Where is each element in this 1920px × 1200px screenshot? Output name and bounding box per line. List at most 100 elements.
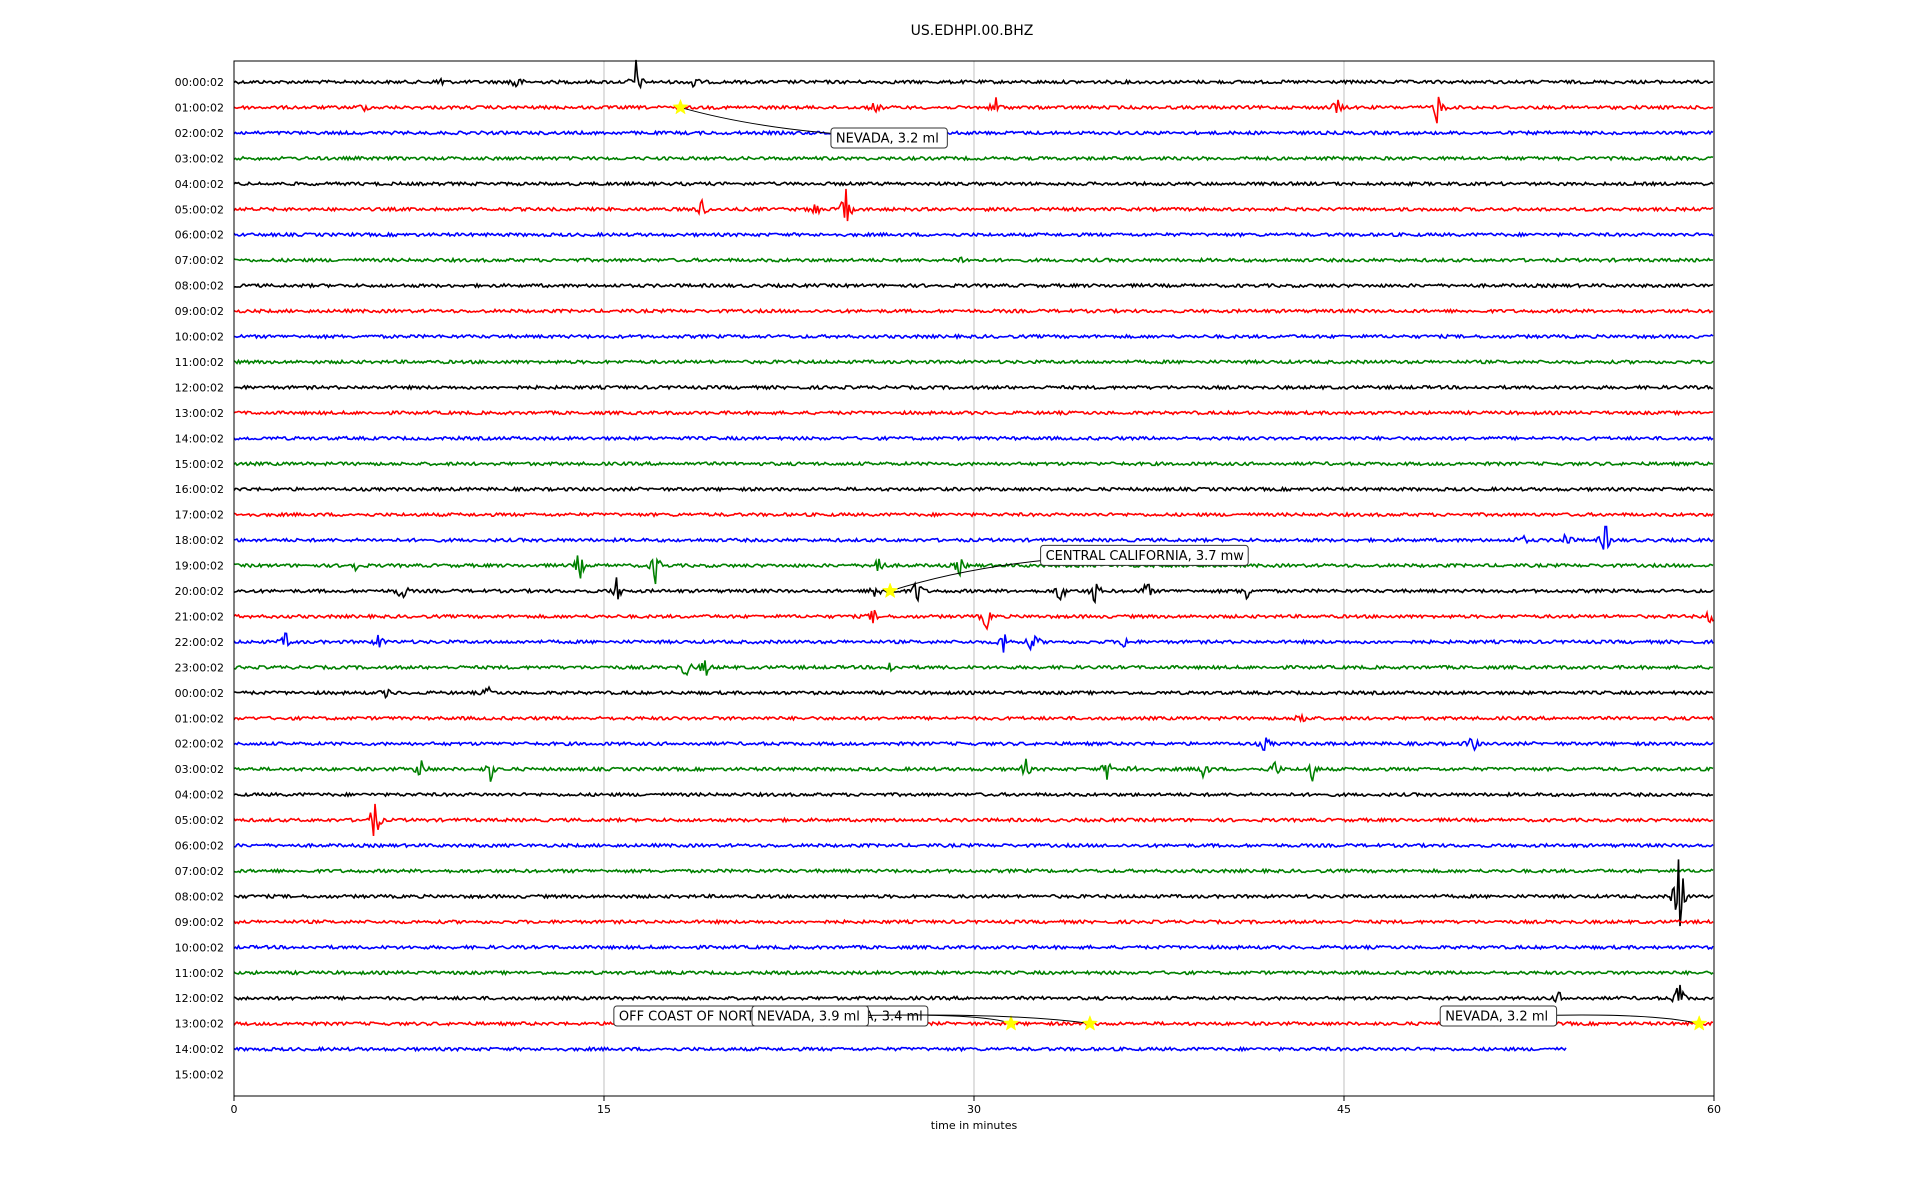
trace-row: [233, 609, 1714, 631]
x-tick-label: 60: [1707, 1103, 1721, 1116]
trace-row: [233, 944, 1714, 951]
row-label: 03:00:02: [175, 152, 224, 165]
seismic-traces: [233, 59, 1714, 1053]
trace-row: [233, 791, 1714, 798]
row-label: 10:00:02: [175, 941, 224, 954]
row-label: 17:00:02: [175, 509, 224, 522]
annotation-box: [1439, 1005, 1558, 1027]
row-label: 02:00:02: [175, 127, 224, 140]
annotation-box: [830, 127, 948, 149]
trace-row: [233, 333, 1714, 340]
vertical-gridlines: [603, 61, 1345, 1096]
x-tick-label: 0: [231, 1103, 238, 1116]
event-star-marker: [672, 98, 689, 115]
trace-row: [233, 867, 1714, 875]
row-label: 07:00:02: [175, 254, 224, 267]
x-tick-label: 45: [1337, 1103, 1351, 1116]
trace-row: [233, 1045, 1567, 1053]
trace-row: [233, 435, 1714, 442]
row-label: 05:00:02: [175, 203, 224, 216]
trace-row: [233, 803, 1714, 836]
annotation-label: NEVADA, 3.2 ml: [1445, 1010, 1548, 1025]
event-star-marker: [1081, 1014, 1099, 1031]
row-label: 01:00:02: [175, 712, 224, 725]
row-label: 00:00:02: [175, 76, 224, 89]
row-label: 05:00:02: [175, 814, 224, 827]
row-label: 11:00:02: [175, 967, 224, 980]
row-label: 16:00:02: [175, 483, 224, 496]
row-label: 22:00:02: [175, 636, 224, 649]
row-label: 13:00:02: [175, 407, 224, 420]
event-annotation: NEVADA, 3.2 ml: [672, 98, 948, 149]
trace-row: [233, 660, 1714, 677]
trace-row: [233, 384, 1714, 391]
trace-row: [233, 129, 1714, 137]
trace-row: [233, 685, 1714, 700]
x-tick-label: 15: [597, 1103, 611, 1116]
trace-row: [233, 188, 1714, 222]
row-label: 21:00:02: [175, 610, 224, 623]
trace-row: [233, 969, 1714, 977]
chart-title: US.EDHPI.00.BHZ: [911, 23, 1034, 39]
trace-row: [233, 632, 1714, 653]
row-label: 08:00:02: [175, 890, 224, 903]
row-label: 01:00:02: [175, 101, 224, 114]
row-label: 12:00:02: [175, 992, 224, 1005]
row-label: 20:00:02: [175, 585, 224, 598]
event-annotation: NEVADA, 3.9 ml: [751, 1005, 1099, 1031]
annotation-label: NEVADA, 3.9 ml: [757, 1010, 860, 1025]
trace-row: [233, 758, 1714, 782]
trace-row: [233, 96, 1714, 124]
trace-row: [233, 859, 1714, 927]
trace-row: [233, 984, 1714, 1004]
trace-row: [233, 231, 1714, 238]
annotation-connector: [833, 1014, 1091, 1025]
trace-row: [233, 525, 1714, 550]
x-axis: 0 15 30 45 60: [231, 1096, 1721, 1116]
trace-row: [233, 485, 1714, 493]
row-label: 04:00:02: [175, 789, 224, 802]
row-label: 14:00:02: [175, 432, 224, 445]
event-annotations: NEVADA, 3.2 ml CENTRAL CALIFORNIA, 3.7 mw…: [613, 98, 1708, 1031]
trace-row: [233, 555, 1714, 585]
row-label: 09:00:02: [175, 305, 224, 318]
x-axis-label: time in minutes: [931, 1119, 1018, 1132]
row-label: 09:00:02: [175, 916, 224, 929]
event-annotation: CENTRAL CALIFORNIA, 3.7 mw: [881, 544, 1249, 599]
trace-row: [233, 577, 1714, 605]
event-star-marker: [881, 582, 899, 599]
row-label: 06:00:02: [175, 229, 224, 242]
row-label: 11:00:02: [175, 356, 224, 369]
trace-row: [233, 307, 1714, 315]
annotation-box: [751, 1005, 869, 1027]
trace-row: [233, 460, 1714, 467]
trace-row: [233, 59, 1713, 90]
row-label: 23:00:02: [175, 661, 224, 674]
trace-row: [233, 358, 1714, 366]
trace-row: [233, 155, 1714, 162]
row-label: 19:00:02: [175, 560, 224, 573]
trace-row: [233, 256, 1714, 264]
trace-row: [233, 282, 1714, 289]
row-label: 15:00:02: [175, 458, 224, 471]
trace-row: [233, 409, 1714, 417]
row-label: 13:00:02: [175, 1018, 224, 1031]
row-label: 07:00:02: [175, 865, 224, 878]
event-annotation: NEVADA, 3.2 ml: [1439, 1005, 1708, 1031]
trace-row: [233, 511, 1714, 518]
row-label: 18:00:02: [175, 534, 224, 547]
row-label: 00:00:02: [175, 687, 224, 700]
trace-row: [233, 918, 1714, 926]
row-label: 04:00:02: [175, 178, 224, 191]
annotation-box: [1040, 544, 1249, 566]
row-label: 08:00:02: [175, 280, 224, 293]
annotation-label: NEVADA, 3.2 ml: [836, 131, 939, 146]
trace-row: [233, 737, 1714, 752]
trace-row: [233, 712, 1714, 724]
trace-row: [233, 180, 1714, 188]
row-label: 06:00:02: [175, 840, 224, 853]
row-label: 10:00:02: [175, 331, 224, 344]
row-time-labels: 00:00:02 01:00:02 02:00:02 03:00:02 04:00:02…: [175, 76, 224, 1082]
annotation-label: CENTRAL CALIFORNIA, 3.7 mw: [1046, 549, 1245, 564]
